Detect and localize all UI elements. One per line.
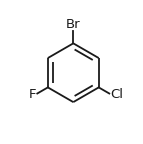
Text: Cl: Cl <box>110 88 123 101</box>
Text: F: F <box>29 88 37 101</box>
Text: Br: Br <box>66 18 81 31</box>
